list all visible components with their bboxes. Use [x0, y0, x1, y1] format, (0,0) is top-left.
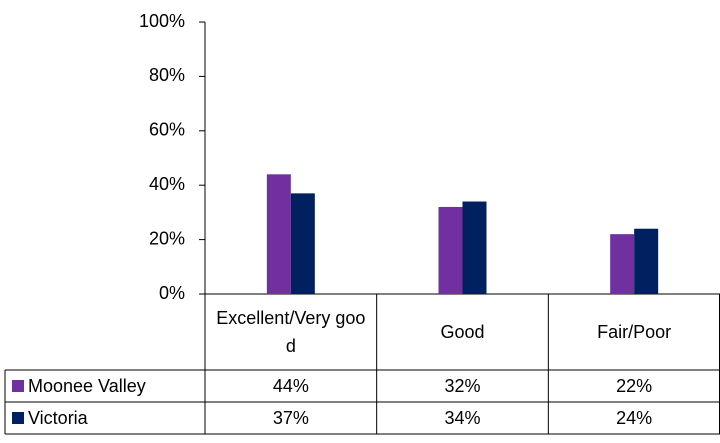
y-tick-label: 100%	[139, 11, 185, 31]
bar	[290, 193, 315, 294]
y-tick-label: 80%	[149, 65, 185, 85]
data-label: 34%	[444, 408, 480, 428]
bar	[462, 201, 487, 294]
bar	[610, 234, 635, 294]
legend-swatch	[12, 380, 24, 392]
data-label: 44%	[273, 376, 309, 396]
x-tick-label: Excellent/Very good	[216, 308, 366, 356]
x-category-cell: Good	[440, 322, 485, 342]
data-label: 22%	[616, 376, 652, 396]
y-tick-label: 0%	[159, 283, 185, 303]
x-tick-label: Fair/Poor	[597, 322, 672, 342]
legend-label: Victoria	[28, 408, 89, 428]
legend-label: Moonee Valley	[28, 376, 146, 396]
y-tick-label: 40%	[149, 174, 185, 194]
data-label: 24%	[616, 408, 652, 428]
bar	[634, 228, 659, 294]
data-label: 32%	[444, 376, 480, 396]
legend-swatch	[12, 412, 24, 424]
x-category-cell: Fair/Poor	[597, 322, 672, 342]
data-label: 37%	[273, 408, 309, 428]
bar	[438, 206, 463, 294]
x-category-cell: Excellent/Very good	[216, 308, 366, 356]
y-tick-label: 60%	[149, 120, 185, 140]
x-tick-label: Good	[440, 322, 485, 342]
bar	[266, 174, 291, 294]
y-tick-label: 20%	[149, 228, 185, 248]
